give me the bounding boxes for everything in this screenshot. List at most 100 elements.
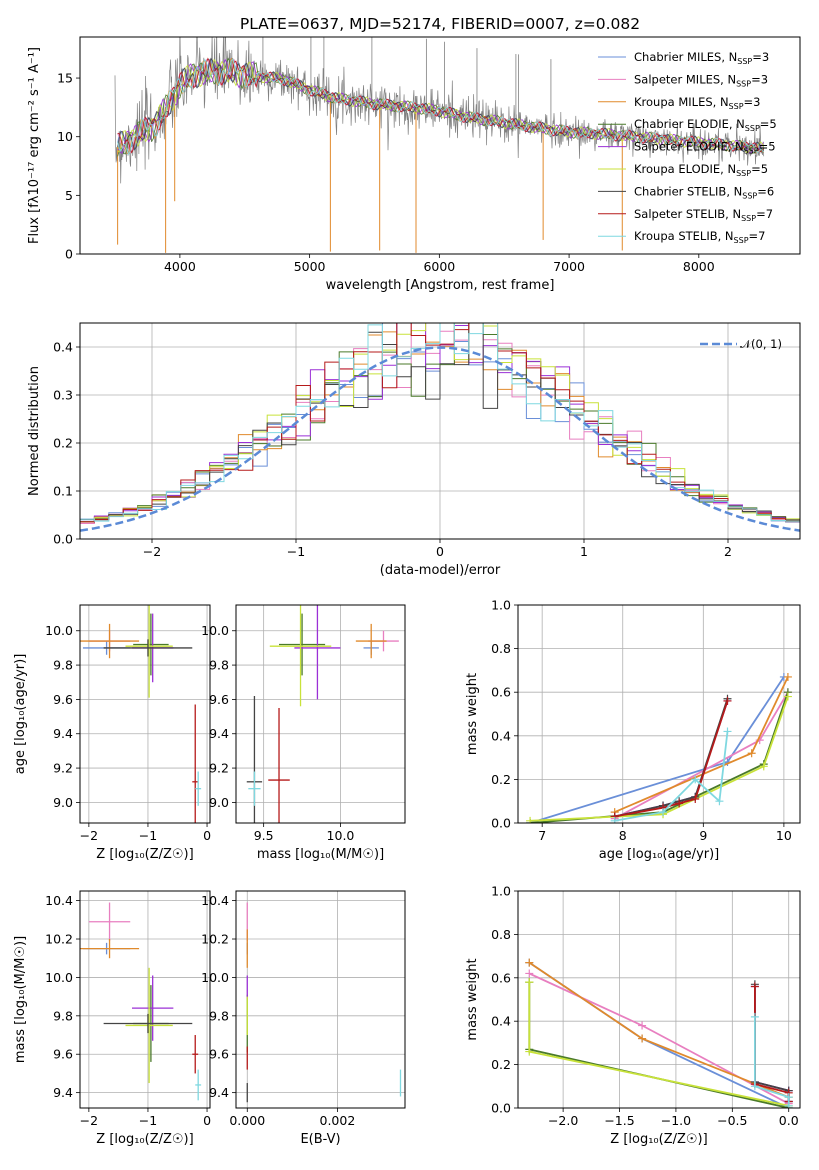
age-vs-mass-plot-area — [236, 605, 405, 823]
axes-frame — [79, 604, 211, 824]
spectrum-panel: 4000 5000 6000 7000 8000 0 5 10 15 wavelength [An… — [27, 36, 801, 293]
data-point-marker — [675, 799, 684, 808]
x-tick-label: 10 — [776, 828, 792, 843]
y-tick-label: 0.2 — [491, 772, 511, 787]
x-tick-label: −1 — [139, 1113, 157, 1128]
legend-entry: Chabrier MILES, NSSP=3 — [634, 50, 769, 66]
mass-weight-series-line — [754, 986, 790, 1102]
residual-hist-plot-area — [80, 323, 800, 539]
y-axis-label: Flux [fλ10⁻¹⁷ erg cm⁻² s⁻¹ A⁻¹] — [27, 47, 42, 244]
x-tick-label: −2 — [80, 1113, 98, 1128]
massweight-vs-age-panel: 7 8 9 10 0.0 0.2 0.4 0.6 0.8 1.0 age [log₁₀(age/yr… — [465, 598, 801, 862]
data-point-marker — [638, 1021, 647, 1030]
y-tick-label: 5 — [65, 188, 73, 203]
x-axis-label: wavelength [Angstrom, rest frame] — [326, 278, 555, 293]
y-tick-label: 10.0 — [201, 970, 229, 985]
legend-entry: Kroupa ELODIE, NSSP=5 — [634, 162, 768, 178]
data-point-marker — [659, 808, 668, 817]
data-point-marker — [723, 727, 732, 736]
mass-weight-series-line — [754, 984, 790, 1102]
y-tick-label: 1.0 — [491, 598, 511, 613]
x-tick-label: −1 — [287, 544, 305, 559]
x-tick-label: 6000 — [423, 259, 455, 274]
legend-entry: Salpeter ELODIE, NSSP=5 — [634, 140, 776, 156]
x-tick-label: −2 — [143, 544, 161, 559]
y-tick-label: 9.4 — [209, 1085, 229, 1100]
y-tick-label: 0.6 — [491, 685, 511, 700]
legend-entry: Chabrier ELODIE, NSSP=5 — [634, 117, 777, 133]
y-tick-label: 0 — [65, 247, 73, 262]
legend-entry: Chabrier STELIB, NSSP=6 — [634, 184, 774, 200]
model-spectrum-line — [117, 58, 765, 156]
y-axis-label: age [log₁₀(age/yr)] — [13, 654, 28, 775]
mass-weight-series-line — [614, 676, 789, 813]
spectrum-legend: Chabrier MILES, NSSP=3 Salpeter MILES, NS… — [598, 50, 777, 245]
data-point-marker — [783, 672, 792, 681]
data-point-marker — [638, 1034, 647, 1043]
massweight-vs-Z-plot-area — [518, 891, 800, 1108]
axes-frame — [517, 890, 801, 1109]
y-tick-label: 10.2 — [201, 932, 229, 947]
x-tick-label: −1.5 — [604, 1113, 634, 1128]
legend-entry: Kroupa MILES, NSSP=3 — [634, 95, 760, 111]
y-tick-label: 9.6 — [209, 1047, 229, 1062]
x-tick-label: 0 — [203, 828, 211, 843]
y-axis-label: Normed distribution — [27, 366, 42, 496]
y-tick-label: 0.6 — [491, 970, 511, 985]
x-axis-label: Z [log₁₀(Z/Z☉)] — [96, 847, 193, 862]
y-tick-label: 10.4 — [201, 893, 229, 908]
data-point-marker — [691, 795, 700, 804]
x-tick-label: 8 — [619, 828, 627, 843]
x-tick-label: 2 — [724, 544, 732, 559]
data-point-marker — [525, 1047, 534, 1056]
axes-frame — [235, 890, 406, 1109]
y-tick-label: 0.8 — [491, 927, 511, 942]
x-tick-label: 10.0 — [327, 828, 355, 843]
data-point-marker — [610, 816, 619, 823]
age-vs-mass-panel: 9.5 10.0 9.0 9.2 9.4 9.6 9.8 10.0 mass [log₁₀(M/… — [201, 604, 406, 862]
mass-weight-series-line — [754, 1016, 790, 1106]
model-spectrum-line — [117, 57, 764, 154]
x-tick-label: 7000 — [553, 259, 585, 274]
y-tick-label: 9.4 — [209, 726, 229, 741]
x-tick-label: −2.0 — [548, 1113, 578, 1128]
data-point-marker — [715, 797, 724, 806]
data-point-marker — [525, 958, 534, 967]
data-point-marker — [525, 978, 534, 987]
legend-entry: Kroupa STELIB, NSSP=7 — [634, 229, 765, 245]
mass-weight-series-line — [614, 698, 729, 818]
data-point-marker — [784, 1101, 793, 1108]
x-axis-label: E(B-V) — [300, 1132, 340, 1147]
residual-hist-panel: −2 −1 0 1 2 0.0 0.1 0.2 0.3 0.4 (data-model)/error… — [27, 322, 801, 578]
massweight-vs-Z-panel: −2.0 −1.5 −1.0 −0.5 0.0 0.0 0.2 0.4 0.6 0.8 1.0 Z [… — [465, 884, 801, 1147]
y-tick-label: 9.8 — [53, 1008, 73, 1023]
y-tick-label: 9.4 — [53, 726, 73, 741]
y-tick-label: 10 — [57, 129, 73, 144]
x-axis-label: (data-model)/error — [380, 563, 501, 578]
y-tick-label: 0.3 — [53, 388, 73, 403]
y-tick-label: 9.2 — [209, 761, 229, 776]
data-point-marker — [747, 749, 756, 758]
gaussian-reference-curve — [80, 346, 800, 532]
y-tick-label: 0.8 — [491, 641, 511, 656]
mass-vs-ebv-plot-area — [236, 891, 405, 1108]
axes-frame — [517, 604, 801, 824]
y-tick-label: 0.4 — [491, 1014, 511, 1029]
y-tick-label: 1.0 — [491, 884, 511, 899]
mass-vs-Z-panel: −2 −1 0 9.4 9.6 9.8 10.0 10.2 10.4 Z [log₁₀(Z/Z☉)… — [13, 890, 211, 1147]
x-tick-label: 0.0 — [779, 1113, 799, 1128]
y-axis-label: mass [log₁₀(M/M☉)] — [13, 936, 28, 1063]
x-tick-label: 0 — [203, 1113, 211, 1128]
x-tick-label: 1 — [580, 544, 588, 559]
histogram-step-line — [80, 323, 800, 539]
spectrum-plot-area — [114, 37, 765, 253]
data-point-marker — [750, 1012, 759, 1021]
x-axis-label: Z [log₁₀(Z/Z☉)] — [610, 1132, 707, 1147]
axes-frame — [79, 322, 801, 540]
y-tick-label: 0.1 — [53, 484, 73, 499]
data-point-marker — [759, 762, 768, 771]
model-spectrum-line — [117, 57, 764, 152]
y-tick-label: 10.0 — [45, 623, 73, 638]
x-tick-label: 4000 — [164, 259, 196, 274]
